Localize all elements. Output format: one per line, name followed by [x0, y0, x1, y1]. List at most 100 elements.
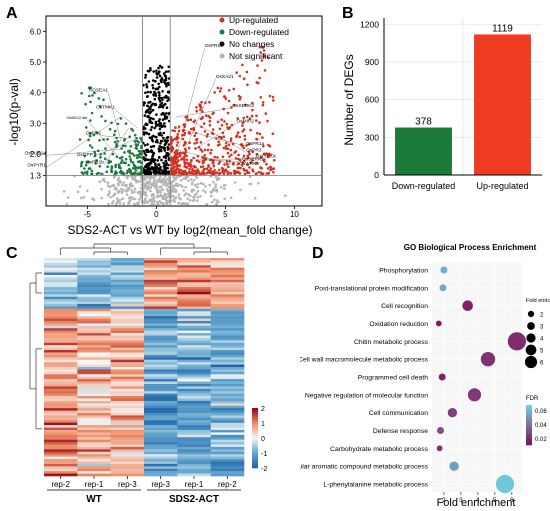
- heatmap-cell: [77, 471, 111, 474]
- volcano-point: [159, 139, 163, 143]
- heatmap-cell: [144, 374, 178, 377]
- volcano-point: [140, 195, 143, 198]
- volcano-point: [149, 67, 152, 70]
- colorbar-segment: [252, 466, 258, 469]
- go-color-legend-segment: [526, 429, 532, 432]
- volcano-point: [144, 191, 148, 194]
- volcano-point: [84, 163, 88, 167]
- heatmap-cell: [77, 434, 111, 438]
- volcano-point: [158, 118, 161, 121]
- volcano-label-leader: [45, 149, 121, 156]
- volcano-point: [152, 180, 156, 183]
- heatmap-cell: [44, 291, 78, 295]
- volcano-point: [186, 197, 189, 200]
- volcano-point: [114, 165, 117, 168]
- volcano-point: [113, 187, 117, 191]
- volcano-point: [251, 168, 254, 171]
- heatmap-cell: [210, 272, 245, 276]
- volcano-point: [184, 192, 188, 195]
- heatmap-cell: [144, 308, 178, 312]
- deg-bar-chart: B 378 1119 0 300 600 900 1200 Down-regulated Up…: [342, 5, 542, 191]
- heatmap-cell: [144, 427, 178, 431]
- heatmap-cell: [44, 473, 78, 477]
- heatmap-cell: [177, 316, 211, 319]
- volcano-point: [225, 162, 229, 166]
- volcano-point: [122, 161, 126, 164]
- heatmap-cell: [110, 330, 145, 334]
- volcano-point: [136, 139, 139, 143]
- volcano-point: [155, 69, 158, 73]
- colorbar-segment: [252, 418, 258, 421]
- volcano-point: [188, 141, 191, 144]
- heatmap-cell: [177, 461, 211, 465]
- heatmap-cell: [210, 379, 245, 382]
- volcano-point: [131, 185, 134, 188]
- heatmap-cell: [44, 323, 78, 327]
- heatmap-cell: [77, 325, 111, 329]
- volcano-point: [241, 161, 244, 164]
- volcano-point: [145, 83, 148, 86]
- heatmap-cell: [177, 274, 211, 278]
- heatmap-cell: [210, 294, 245, 298]
- volcano-point: [150, 117, 153, 120]
- heatmap-cell: [77, 408, 111, 411]
- volcano-point: [167, 176, 171, 179]
- heatmap-cell: [77, 393, 111, 397]
- volcano-point: [241, 124, 244, 127]
- heatmap-cell: [110, 296, 145, 300]
- volcano-point: [260, 166, 263, 170]
- volcano-point: [118, 199, 122, 202]
- heatmap-cell: [177, 415, 211, 419]
- volcano-point: [144, 183, 147, 187]
- volcano-point: [183, 133, 186, 137]
- heatmap-cell: [144, 337, 178, 341]
- heatmap-cell: [210, 306, 245, 310]
- heatmap-cell: [110, 432, 145, 436]
- volcano-point: [120, 187, 123, 191]
- volcano-point: [190, 127, 193, 131]
- heatmap-cell: [110, 277, 145, 281]
- heatmap-cell: [77, 413, 111, 416]
- volcano-point: [113, 172, 117, 175]
- heatmap-cell: [44, 432, 78, 436]
- volcano-point: [171, 194, 175, 198]
- volcano-point: [181, 169, 185, 173]
- heatmap-cell: [110, 262, 145, 266]
- volcano-point: [245, 115, 249, 119]
- volcano-point: [157, 66, 160, 70]
- go-color-legend-segment: [526, 427, 532, 430]
- heatmap-cell: [110, 304, 145, 307]
- volcano-point: [214, 185, 217, 189]
- colorbar-segment: [252, 462, 258, 465]
- volcano-point: [242, 77, 246, 80]
- heatmap-cell: [110, 340, 145, 344]
- heatmap-cell: [44, 446, 78, 450]
- volcano-point: [120, 183, 124, 187]
- volcano-point: [155, 113, 158, 116]
- volcano-point: [193, 142, 196, 145]
- heatmap-cell: [110, 364, 145, 368]
- volcano-point: [135, 147, 139, 150]
- heatmap-cell: [177, 272, 211, 276]
- colorbar-segment: [252, 444, 258, 447]
- volcano-point: [137, 180, 140, 183]
- heatmap-cell: [110, 451, 145, 455]
- heatmap-cell: [44, 277, 78, 281]
- volcano-point: [193, 134, 196, 137]
- heatmap-cell: [144, 463, 178, 467]
- heatmap-cell: [144, 473, 178, 477]
- volcano-point: [251, 101, 254, 105]
- volcano-point: [176, 141, 180, 144]
- heatmap-cell: [144, 306, 178, 310]
- heatmap-cells: [44, 258, 245, 477]
- go-category-label: Oxidation reduction: [369, 321, 428, 328]
- volcano-point: [157, 195, 160, 198]
- volcano-point: [100, 196, 103, 200]
- volcano-point: [110, 121, 113, 125]
- heatmap-cell: [144, 376, 178, 380]
- volcano-point: [130, 175, 134, 178]
- volcano-point: [234, 157, 238, 160]
- volcano-point: [172, 187, 176, 190]
- heatmap-cell: [210, 461, 245, 465]
- volcano-point: [140, 146, 143, 150]
